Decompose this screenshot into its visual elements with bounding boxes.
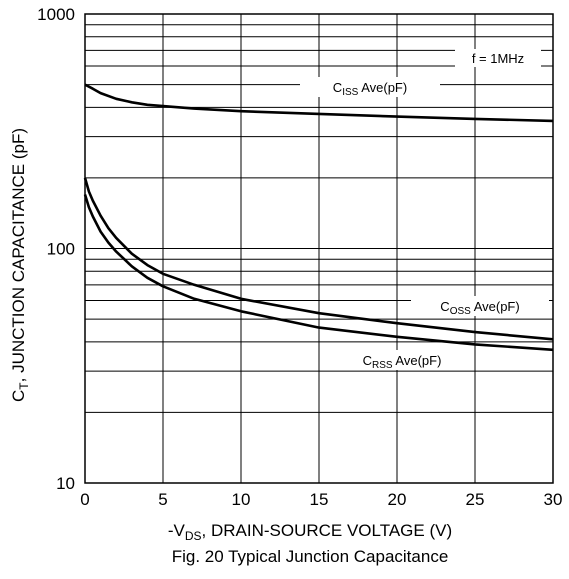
- annotation-background: [411, 296, 549, 316]
- x-tick-label: 5: [158, 490, 167, 509]
- x-tick-label: 30: [544, 490, 563, 509]
- x-tick-label: 15: [310, 490, 329, 509]
- annotations: CISS Ave(pF) COSS Ave(pF) CRSS Ave(pF) f = …: [333, 51, 524, 371]
- grid: [85, 14, 553, 483]
- y-tick-label: 100: [47, 240, 75, 259]
- series-label-3: CRSS Ave(pF): [363, 353, 442, 371]
- x-tick-labels: 0 5 10 15 20 25 30: [80, 490, 562, 509]
- x-axis-label: -VDS, DRAIN-SOURCE VOLTAGE (V): [168, 521, 452, 543]
- x-tick-label: 10: [232, 490, 251, 509]
- annotation-background: [455, 49, 541, 67]
- plot-frame: [84, 13, 554, 484]
- series-line-1: [84, 83, 554, 123]
- annotation-background: [333, 350, 471, 370]
- y-tick-labels: 10 100 1000: [37, 5, 75, 493]
- series-label-1: CISS Ave(pF): [333, 80, 407, 98]
- y-tick-label: 10: [56, 474, 75, 493]
- series-label-2: COSS Ave(pF): [440, 299, 519, 317]
- y-tick-label: 1000: [37, 5, 75, 24]
- x-tick-label: 20: [388, 490, 407, 509]
- frequency-annotation: f = 1MHz: [472, 51, 524, 66]
- x-tick-label: 0: [80, 490, 89, 509]
- series-line-3: [83, 194, 554, 352]
- series-lines: [83, 83, 554, 352]
- x-tick-label: 25: [466, 490, 485, 509]
- series-line-2: [83, 177, 554, 341]
- y-axis-label: CT, JUNCTION CAPACITANCE (pF): [9, 128, 31, 402]
- figure-caption: Fig. 20 Typical Junction Capacitance: [172, 547, 449, 566]
- annotation-background: [300, 77, 440, 97]
